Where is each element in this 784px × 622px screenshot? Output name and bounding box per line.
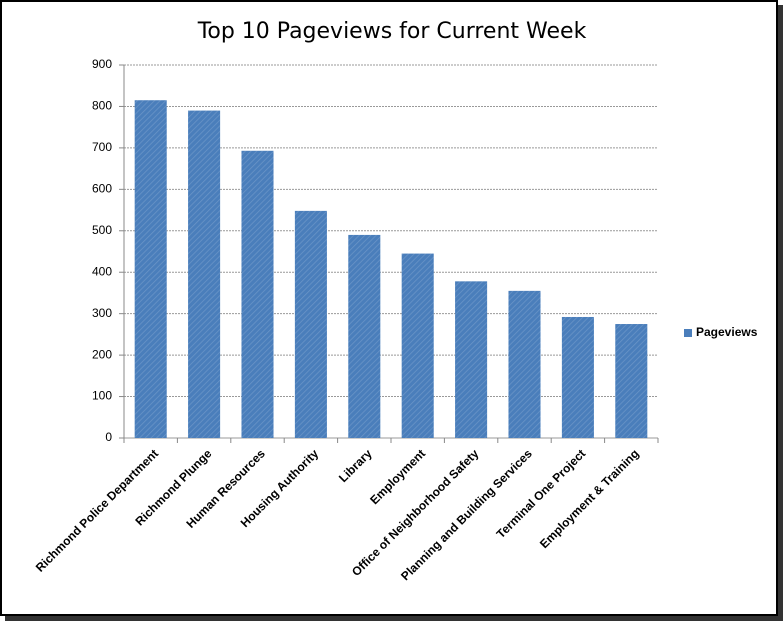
y-tick-label: 600 xyxy=(92,182,112,196)
x-tick-label: Library xyxy=(336,446,375,485)
y-tick-label: 500 xyxy=(92,223,112,237)
bar-hatch xyxy=(455,281,488,438)
y-tick-label: 0 xyxy=(105,430,112,444)
y-tick-label: 400 xyxy=(92,264,112,278)
bar-hatch xyxy=(508,290,541,438)
bar-hatch xyxy=(561,316,594,438)
bar-hatch xyxy=(294,210,327,438)
bar-hatch xyxy=(188,110,221,438)
y-tick-label: 100 xyxy=(92,389,112,403)
y-tick-label: 300 xyxy=(92,306,112,320)
bar-hatch xyxy=(134,100,167,438)
legend-label: Pageviews xyxy=(696,325,758,339)
y-tick-label: 200 xyxy=(92,347,112,361)
y-tick-label: 700 xyxy=(92,140,112,154)
x-tick-label: Employment & Training xyxy=(537,446,642,551)
bar-hatch xyxy=(348,234,381,438)
x-tick-label: Terminal One Project xyxy=(494,446,589,541)
legend-swatch xyxy=(684,329,692,337)
bar-hatch xyxy=(241,150,274,439)
y-tick-label: 800 xyxy=(92,99,112,113)
chart-title: Top 10 Pageviews for Current Week xyxy=(197,19,587,44)
bar-hatch xyxy=(401,253,434,438)
y-tick-label: 900 xyxy=(92,57,112,71)
bar-hatch xyxy=(615,324,648,438)
